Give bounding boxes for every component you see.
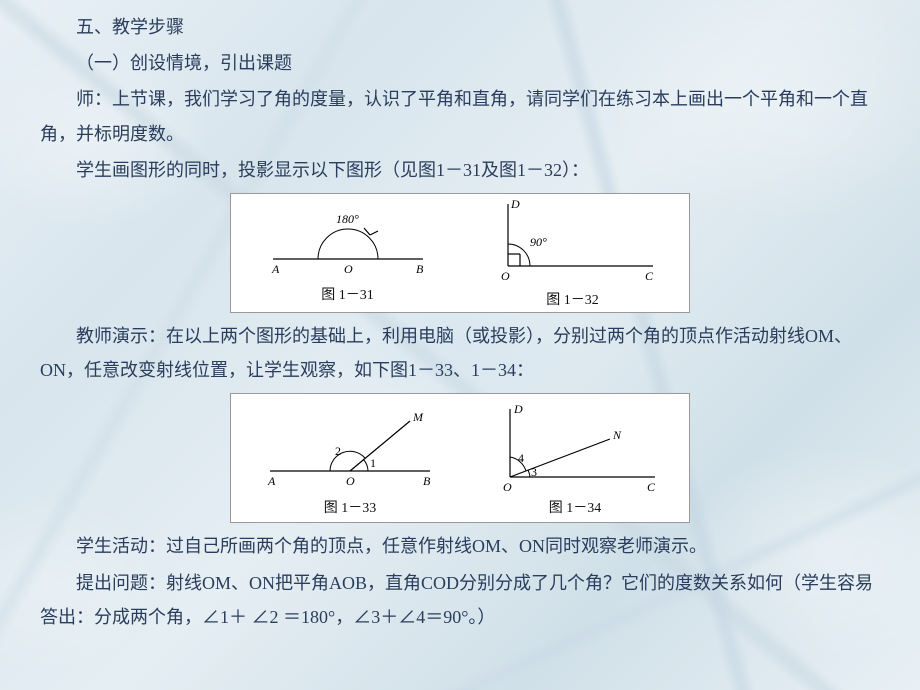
fig34-N: N — [612, 428, 622, 442]
fig-1-31-svg: 180° A O B — [258, 201, 438, 281]
figure-1-31: 180° A O B 图 1－31 — [258, 201, 438, 310]
paragraph-demo: 教师演示：在以上两个图形的基础上，利用电脑（或投影），分别过两个角的顶点作活动射… — [40, 319, 880, 387]
fig33-M: M — [412, 410, 424, 424]
paragraph-teacher: 师：上节课，我们学习了角的度量，认识了平角和直角，请同学们在练习本上画出一个平角… — [40, 82, 880, 150]
figure-1-32: 90° D O C 图 1－32 — [483, 196, 663, 315]
fig-1-32-svg: 90° D O C — [483, 196, 663, 286]
paragraph-question: 提出问题：射线OM、ON把平角AOB，直角COD分别分成了几个角？它们的度数关系… — [40, 566, 880, 634]
fig31-O: O — [344, 262, 353, 276]
fig31-A: A — [271, 262, 280, 276]
fig-1-34-svg: 3 4 N D O C — [485, 399, 665, 494]
fig32-angle-label: 90° — [530, 235, 547, 249]
fig33-B: B — [423, 474, 431, 488]
fig33-caption: 图 1－33 — [324, 496, 377, 523]
fig33-n1: 1 — [370, 456, 376, 470]
fig34-caption: 图 1－34 — [549, 496, 602, 523]
fig31-B: B — [416, 262, 424, 276]
fig32-C: C — [645, 269, 654, 283]
figure-1-34: 3 4 N D O C 图 1－34 — [485, 399, 665, 523]
fig34-n4: 4 — [518, 451, 524, 465]
fig32-caption: 图 1－32 — [546, 288, 599, 315]
paragraph-projection: 学生画图形的同时，投影显示以下图形（见图1－31及图1－32）： — [40, 153, 880, 187]
fig33-n2: 2 — [335, 444, 341, 458]
figure-box-1: 180° A O B 图 1－31 90° D O C 图 1－32 — [230, 193, 690, 313]
paragraph-activity: 学生活动：过自己所画两个角的顶点，任意作射线OM、ON同时观察老师演示。 — [40, 529, 880, 563]
fig-1-33-svg: 1 2 M A O B — [255, 399, 445, 494]
fig33-A: A — [267, 474, 276, 488]
subheading-1: （一）创设情境，引出课题 — [40, 46, 880, 80]
figure-1-33: 1 2 M A O B 图 1－33 — [255, 399, 445, 523]
fig34-C: C — [647, 480, 656, 494]
fig34-O: O — [503, 480, 512, 494]
heading-5: 五、教学步骤 — [40, 10, 880, 44]
fig31-caption: 图 1－31 — [321, 283, 374, 310]
fig32-D: D — [510, 197, 520, 211]
fig34-n3: 3 — [531, 465, 537, 479]
figure-box-2: 1 2 M A O B 图 1－33 3 4 N D O C — [230, 393, 690, 523]
fig34-D: D — [513, 402, 523, 416]
fig33-O: O — [346, 474, 355, 488]
fig32-O: O — [501, 269, 510, 283]
fig31-angle-label: 180° — [336, 212, 359, 226]
